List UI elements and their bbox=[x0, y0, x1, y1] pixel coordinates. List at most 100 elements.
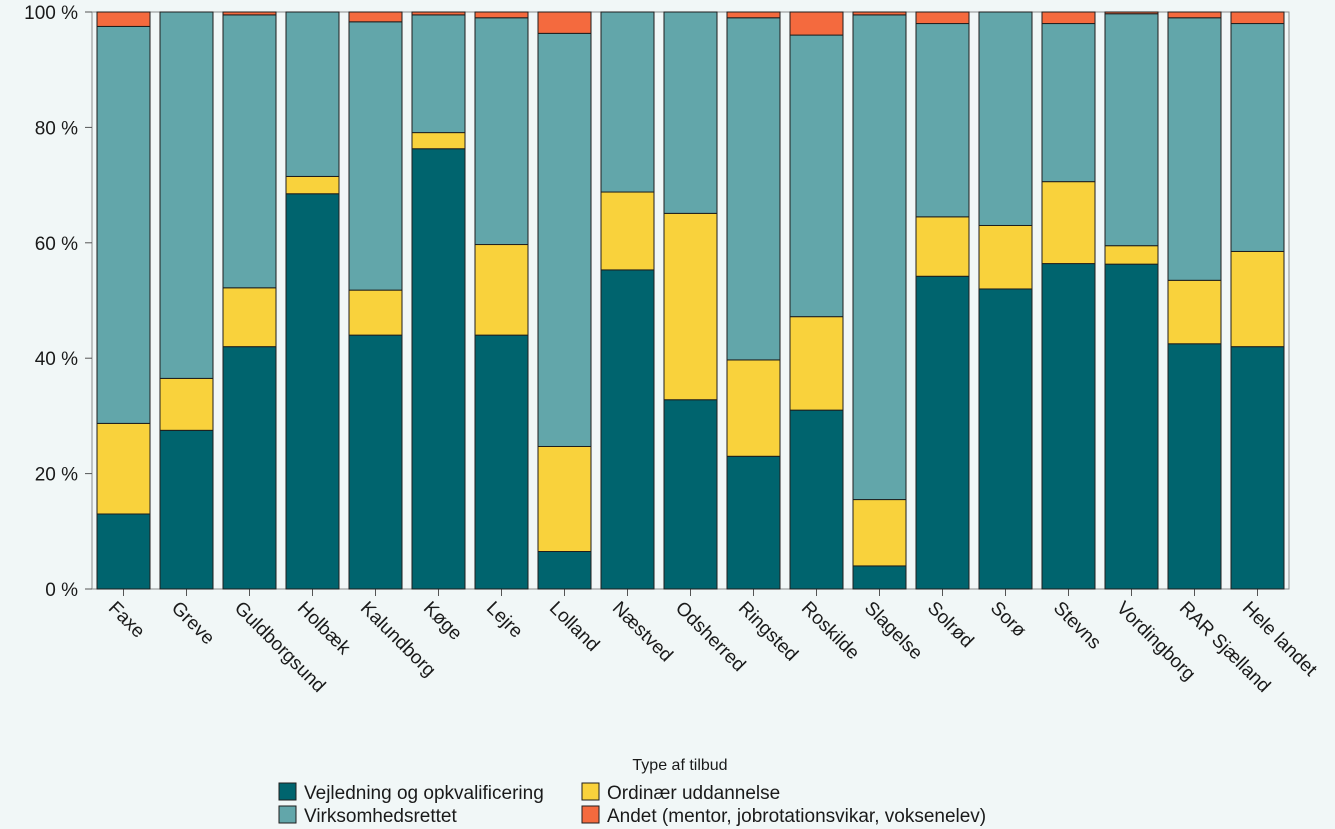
bar-segment bbox=[474, 17, 529, 246]
bar-segment bbox=[726, 17, 781, 361]
x-tick-label: Faxe bbox=[104, 598, 149, 643]
bar-segment bbox=[222, 287, 277, 348]
x-tick-label: Sorø bbox=[986, 598, 1030, 642]
bar-segment bbox=[537, 445, 592, 552]
bar-group bbox=[222, 11, 277, 590]
bar-segment bbox=[411, 14, 466, 134]
bar-segment bbox=[1167, 343, 1222, 590]
legend-swatch bbox=[581, 805, 600, 824]
bar-segment bbox=[159, 11, 214, 379]
x-tick-label: Næstved bbox=[608, 598, 677, 667]
legend: Type af tilbud Vejledning og opkvalificer… bbox=[278, 757, 986, 827]
legend-swatch bbox=[581, 782, 600, 801]
bar-segment bbox=[1104, 245, 1159, 265]
bar-segment bbox=[789, 11, 844, 36]
bar-segment bbox=[1230, 23, 1285, 252]
bar-segment bbox=[474, 11, 529, 19]
y-tick-label: 60 % bbox=[35, 234, 78, 255]
bar-segment bbox=[474, 334, 529, 590]
bar-segment bbox=[1230, 250, 1285, 348]
bar-group bbox=[96, 11, 151, 590]
bar-segment bbox=[222, 11, 277, 16]
bar-group bbox=[789, 11, 844, 590]
legend-label: Virksomhedsrettet bbox=[304, 806, 457, 827]
x-tick-label: Stevns bbox=[1049, 598, 1105, 654]
bar-segment bbox=[726, 359, 781, 457]
bar-segment bbox=[285, 175, 340, 195]
bar-segment bbox=[411, 148, 466, 590]
legend-label: Vejledning og opkvalificering bbox=[304, 783, 544, 804]
bar-segment bbox=[915, 11, 970, 25]
legend-item: Andet (mentor, jobrotationsvikar, voksen… bbox=[581, 805, 986, 827]
bar-group bbox=[348, 11, 403, 590]
bar-group bbox=[537, 11, 592, 590]
bar-group bbox=[663, 11, 718, 590]
bar-segment bbox=[159, 429, 214, 590]
y-tick-label: 20 % bbox=[35, 465, 78, 486]
bar-segment bbox=[1041, 11, 1096, 25]
bar-segment bbox=[600, 269, 655, 590]
bar-segment bbox=[978, 11, 1033, 226]
bar-segment bbox=[348, 334, 403, 590]
bar-group bbox=[1041, 11, 1096, 590]
bar-segment bbox=[96, 513, 151, 590]
bar-group bbox=[600, 11, 655, 590]
bar-group bbox=[978, 11, 1033, 590]
bar-segment bbox=[726, 455, 781, 590]
x-tick-label: Slagelse bbox=[860, 598, 926, 664]
legend-label: Andet (mentor, jobrotationsvikar, voksen… bbox=[607, 806, 986, 827]
bar-segment bbox=[222, 14, 277, 289]
bar-group bbox=[411, 11, 466, 590]
bar-segment bbox=[537, 11, 592, 34]
bar-segment bbox=[411, 132, 466, 150]
bar-segment bbox=[663, 212, 718, 401]
bar-segment bbox=[915, 275, 970, 590]
bar-segment bbox=[915, 216, 970, 277]
bar-segment bbox=[852, 499, 907, 567]
y-tick-label: 100 % bbox=[24, 3, 78, 24]
bar-segment bbox=[1167, 279, 1222, 345]
bar-segment bbox=[96, 25, 151, 424]
bar-segment bbox=[1167, 17, 1222, 281]
bar-segment bbox=[726, 11, 781, 19]
bar-segment bbox=[348, 21, 403, 291]
bar-segment bbox=[1230, 346, 1285, 590]
bar-segment bbox=[852, 14, 907, 501]
bar-segment bbox=[1104, 13, 1159, 247]
bar-segment bbox=[348, 11, 403, 23]
bar-segment bbox=[96, 422, 151, 515]
x-tick-label: Greve bbox=[167, 598, 218, 649]
bar-segment bbox=[537, 550, 592, 590]
bar-segment bbox=[285, 11, 340, 177]
bar-segment bbox=[600, 11, 655, 193]
bar-group bbox=[474, 11, 529, 590]
bar-segment bbox=[1104, 11, 1159, 15]
x-tick-label: Roskilde bbox=[797, 598, 863, 664]
bar-segment bbox=[285, 193, 340, 590]
bar-group bbox=[159, 11, 214, 590]
bar-segment bbox=[222, 346, 277, 590]
bar-segment bbox=[96, 11, 151, 27]
bar-group bbox=[285, 11, 340, 590]
bar-group bbox=[852, 11, 907, 590]
x-tick-label: Solrød bbox=[923, 598, 977, 652]
bar-segment bbox=[915, 23, 970, 218]
bar-segment bbox=[1041, 23, 1096, 183]
legend-swatch bbox=[278, 805, 297, 824]
legend-label: Ordinær uddannelse bbox=[607, 783, 780, 804]
legend-swatch bbox=[278, 782, 297, 801]
bar-segment bbox=[159, 377, 214, 431]
x-tick-label: Lolland bbox=[545, 598, 603, 656]
legend-item: Vejledning og opkvalificering bbox=[278, 782, 544, 804]
x-tick-label: Køge bbox=[419, 598, 466, 645]
bar-segment bbox=[663, 11, 718, 214]
bar-segment bbox=[474, 244, 529, 336]
legend-item: Virksomhedsrettet bbox=[278, 805, 457, 827]
bar-segment bbox=[537, 32, 592, 447]
legend-item: Ordinær uddannelse bbox=[581, 782, 780, 804]
bar-group bbox=[1167, 11, 1222, 590]
bar-segment bbox=[852, 11, 907, 16]
legend-title: Type af tilbud bbox=[632, 757, 727, 774]
